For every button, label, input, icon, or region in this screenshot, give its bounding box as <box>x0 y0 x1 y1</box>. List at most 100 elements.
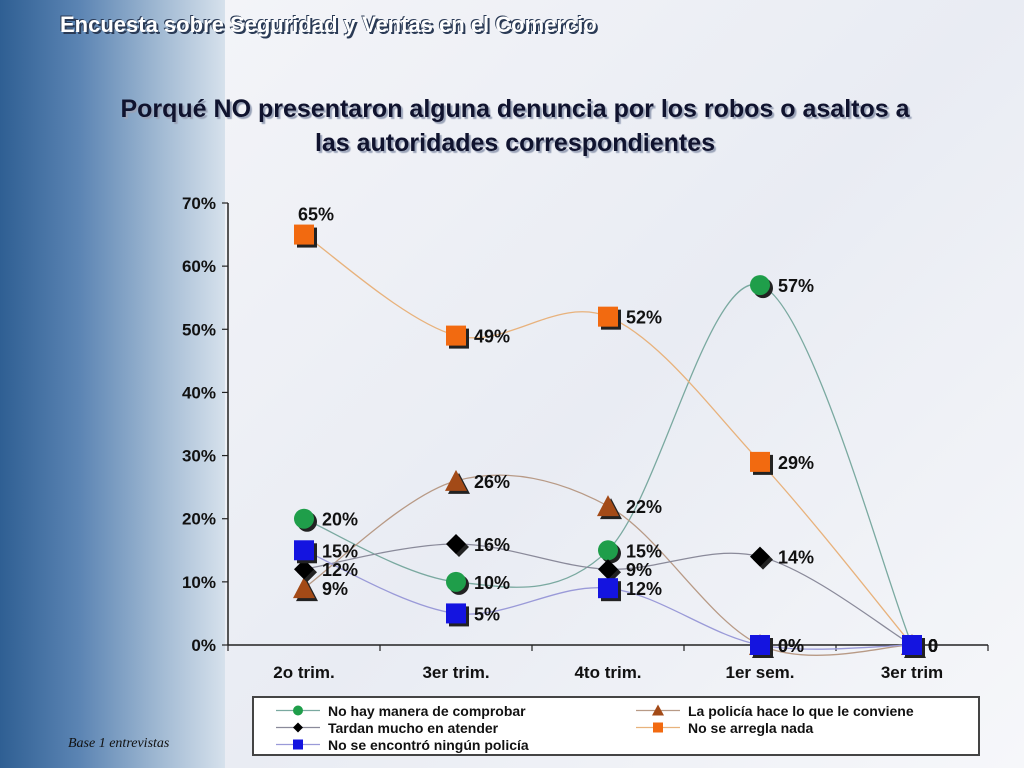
data-point <box>293 705 303 716</box>
data-point <box>750 275 770 296</box>
data-label: 0% <box>778 636 804 656</box>
chart-title: Porqué NO presentaron alguna denuncia po… <box>120 95 910 157</box>
data-point <box>598 559 618 580</box>
legend-swatch <box>276 722 320 733</box>
data-label: 5% <box>474 604 500 624</box>
data-point <box>750 635 770 655</box>
x-tick-label: 3er trim. <box>422 663 489 682</box>
y-tick-label: 20% <box>182 510 216 529</box>
y-tick-label: 50% <box>182 320 216 339</box>
data-point <box>446 603 466 624</box>
data-label: 26% <box>474 472 510 492</box>
data-label: 49% <box>474 327 510 347</box>
legend-item-4: No se encontró ningún policía <box>276 736 529 753</box>
data-label: 29% <box>778 453 814 473</box>
data-label: 16% <box>474 535 510 555</box>
legend-swatch <box>636 722 680 733</box>
legend-label: La policía hace lo que le conviene <box>688 702 914 719</box>
data-label: 9% <box>322 579 348 599</box>
legend-item-0: No hay manera de comprobar <box>276 702 526 719</box>
y-tick-label: 60% <box>182 257 216 276</box>
series-2-point-2 <box>598 559 621 583</box>
series-2-point-0 <box>294 559 317 583</box>
data-label: 0 <box>928 636 938 656</box>
data-point <box>652 704 664 716</box>
x-tick-label: 2o trim. <box>273 663 334 682</box>
data-label: 15% <box>626 541 662 561</box>
data-point <box>902 635 922 655</box>
data-point <box>598 540 618 561</box>
series-line-0 <box>303 283 913 646</box>
series-1-point-2 <box>597 495 622 520</box>
legend-label: No se encontró ningún policía <box>328 736 529 753</box>
series-0-point-0 <box>294 508 317 532</box>
series-4-point-1 <box>446 603 469 627</box>
data-point <box>294 224 314 245</box>
data-point <box>293 739 303 750</box>
legend-label: Tardan mucho en atender <box>328 719 499 736</box>
legend-label: No hay manera de comprobar <box>328 702 526 719</box>
data-label: 57% <box>778 276 814 296</box>
legend-item-1: La policía hace lo que le conviene <box>636 702 914 719</box>
y-tick-label: 10% <box>182 573 216 592</box>
data-label: 0 <box>928 636 938 656</box>
data-label: 12% <box>626 579 662 599</box>
legend-item-3: No se arregla nada <box>636 719 813 736</box>
legend-label: No se arregla nada <box>688 719 814 736</box>
data-point <box>653 722 663 733</box>
data-label: 0 <box>928 636 938 656</box>
y-tick-label: 30% <box>182 447 216 466</box>
data-label: 0 <box>928 636 938 656</box>
data-point <box>446 571 466 592</box>
legend-item-2: Tardan mucho en atender <box>276 719 498 736</box>
series-1-point-0 <box>293 577 318 602</box>
series-3-point-2 <box>598 306 621 330</box>
series-1-point-1 <box>445 469 470 494</box>
data-label: 15% <box>322 541 358 561</box>
x-tick-label: 4to trim. <box>574 663 641 682</box>
footer-note: Base 1 entrevistas <box>68 736 170 751</box>
data-label: 0 <box>928 636 938 656</box>
data-label: 10% <box>474 573 510 593</box>
series-2-point-1 <box>446 533 469 557</box>
data-point <box>294 540 314 561</box>
data-point <box>446 533 466 554</box>
x-tick-label: 3er trim <box>881 663 943 682</box>
data-point <box>597 495 619 517</box>
background-watermark <box>225 0 1024 768</box>
series-2-point-3 <box>750 546 773 570</box>
data-point <box>598 306 618 327</box>
series-4-point-0 <box>294 540 317 564</box>
data-point <box>445 469 467 491</box>
series-4-point-2 <box>598 578 621 602</box>
legend-swatch <box>276 705 320 716</box>
series-0-point-1 <box>446 571 469 595</box>
data-label: 0% <box>778 636 804 656</box>
series-4-point-4 <box>902 635 925 658</box>
data-point <box>293 577 315 599</box>
data-point <box>294 508 314 529</box>
series-3-point-1 <box>446 325 469 349</box>
data-label: 65% <box>298 205 334 225</box>
data-point <box>294 559 314 580</box>
series-4-point-3 <box>750 635 773 658</box>
data-point <box>598 578 618 599</box>
data-point <box>750 546 770 567</box>
data-label: 22% <box>626 497 662 517</box>
data-point <box>293 722 303 733</box>
data-label: 20% <box>322 510 358 530</box>
y-tick-label: 0% <box>191 636 216 655</box>
series-0-point-3 <box>750 275 773 299</box>
data-label: 14% <box>778 548 814 568</box>
data-label: 12% <box>322 560 358 580</box>
data-point <box>446 325 466 346</box>
series-0-point-2 <box>598 540 621 564</box>
y-tick-label: 70% <box>182 194 216 213</box>
x-tick-label: 1er sem. <box>726 663 795 682</box>
data-label: 52% <box>626 308 662 328</box>
series-3-point-3 <box>750 451 773 475</box>
data-label: 9% <box>626 560 652 580</box>
page-header: Encuesta sobre Seguridad y Ventas en el … <box>60 12 597 37</box>
y-tick-label: 40% <box>182 383 216 402</box>
